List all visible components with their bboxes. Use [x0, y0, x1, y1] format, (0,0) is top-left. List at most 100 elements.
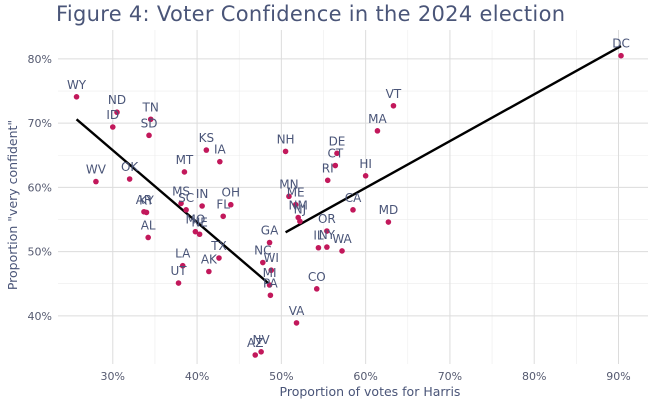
point-label-ma: MA: [368, 112, 387, 126]
data-point-va: [293, 320, 300, 326]
data-point-mt: [181, 169, 188, 175]
grid-lines: [58, 30, 648, 364]
trend-line: [75, 118, 272, 286]
data-point-ct: [332, 162, 339, 169]
data-point-sd: [146, 132, 152, 139]
point-label-ar: AR: [136, 193, 153, 207]
point-label-ct: CT: [327, 147, 343, 161]
point-label-wa: WA: [332, 232, 352, 246]
data-point-hi: [362, 173, 369, 179]
data-point-ms: [178, 200, 184, 207]
data-point-oh: [227, 201, 234, 208]
data-point-mo: [192, 228, 199, 235]
data-point-il: [315, 244, 322, 251]
point-label-pa: PA: [263, 276, 278, 290]
data-point-wv: [93, 178, 99, 185]
chart-title: Figure 4: Voter Confidence in the 2024 e…: [56, 2, 566, 26]
data-point-ut: [175, 280, 182, 286]
point-label-in: IN: [196, 187, 209, 201]
point-label-sc: SC: [178, 191, 194, 205]
point-label-mn: MN: [279, 177, 298, 191]
data-point-ak: [206, 268, 212, 275]
point-label-ut: UT: [170, 264, 187, 278]
point-label-nv: NV: [253, 333, 271, 347]
point-label-vt: VT: [386, 87, 402, 101]
data-point-id: [109, 124, 116, 130]
point-label-wi: WI: [264, 251, 279, 265]
trend-lines: [75, 45, 622, 286]
y-tick-label: 40%: [28, 310, 52, 323]
data-point-ca: [350, 207, 356, 213]
data-point-dc: [618, 52, 624, 59]
point-label-fl: FL: [216, 197, 230, 211]
data-point-nv: [258, 348, 264, 355]
point-label-hi: HI: [359, 157, 372, 171]
data-point-fl: [220, 213, 226, 220]
data-point-de: [334, 150, 340, 157]
x-tick-label: 40%: [185, 370, 209, 383]
y-tick-label: 50%: [28, 246, 52, 259]
data-point-az: [252, 352, 259, 358]
data-point-la: [179, 262, 186, 269]
point-label-ca: CA: [345, 191, 362, 205]
point-label-dc: DC: [612, 37, 630, 51]
data-point-tx: [216, 255, 222, 261]
data-point-al: [145, 234, 151, 241]
y-tick-label: 80%: [28, 53, 52, 66]
data-point-ny: [324, 244, 330, 250]
data-point-ri: [324, 177, 331, 184]
x-tick-label: 60%: [353, 370, 377, 383]
point-label-me: ME: [287, 186, 305, 200]
point-label-ak: AK: [201, 253, 218, 267]
data-point-ma: [374, 128, 381, 134]
point-label-mo: MO: [185, 213, 205, 227]
point-label-id: ID: [106, 108, 119, 122]
data-point-ky: [143, 209, 150, 216]
data-point-co: [313, 286, 320, 292]
data-point-ia: [217, 158, 223, 165]
point-label-co: CO: [308, 270, 326, 284]
data-point-nd: [114, 109, 120, 116]
point-label-nd: ND: [108, 93, 126, 107]
x-tick-label: 50%: [269, 370, 293, 383]
trend-line: [284, 45, 622, 234]
point-label-va: VA: [289, 304, 305, 318]
data-point-tn: [147, 116, 154, 123]
point-label-ri: RI: [322, 161, 334, 175]
point-label-wy: WY: [67, 78, 87, 92]
data-point-ok: [126, 176, 133, 182]
data-point-pa: [267, 292, 274, 299]
data-point-in: [199, 203, 205, 209]
point-label-nc: NC: [254, 244, 271, 258]
data-point-wy: [73, 94, 80, 100]
data-point-sc: [183, 207, 189, 213]
data-point-mn: [286, 193, 292, 200]
data-point-mi: [266, 282, 273, 288]
point-label-ia: IA: [214, 143, 227, 157]
y-tick-label: 60%: [28, 181, 52, 194]
y-axis-title: Proportion "very confident": [5, 120, 20, 290]
data-point-ga: [266, 239, 273, 246]
point-label-nh: NH: [277, 132, 295, 146]
data-point-wa: [339, 248, 345, 254]
point-label-md: MD: [379, 203, 399, 217]
point-label-de: DE: [329, 134, 346, 148]
data-point-ks: [203, 147, 210, 153]
point-label-ne: NE: [191, 215, 208, 229]
x-tick-label: 30%: [101, 370, 125, 383]
point-label-ny: NY: [319, 228, 336, 242]
y-tick-label: 70%: [28, 117, 52, 130]
data-point-ne: [196, 231, 203, 238]
data-point-me: [292, 201, 299, 208]
data-points: [73, 52, 624, 358]
x-axis-title: Proportion of votes for Harris: [280, 384, 461, 399]
x-tick-label: 70%: [438, 370, 462, 383]
point-label-or: OR: [318, 212, 336, 226]
data-point-vt: [390, 102, 397, 109]
point-label-wv: WV: [86, 163, 107, 177]
data-point-nj: [297, 218, 303, 225]
point-label-ga: GA: [261, 224, 279, 238]
point-label-ok: OK: [121, 160, 139, 174]
